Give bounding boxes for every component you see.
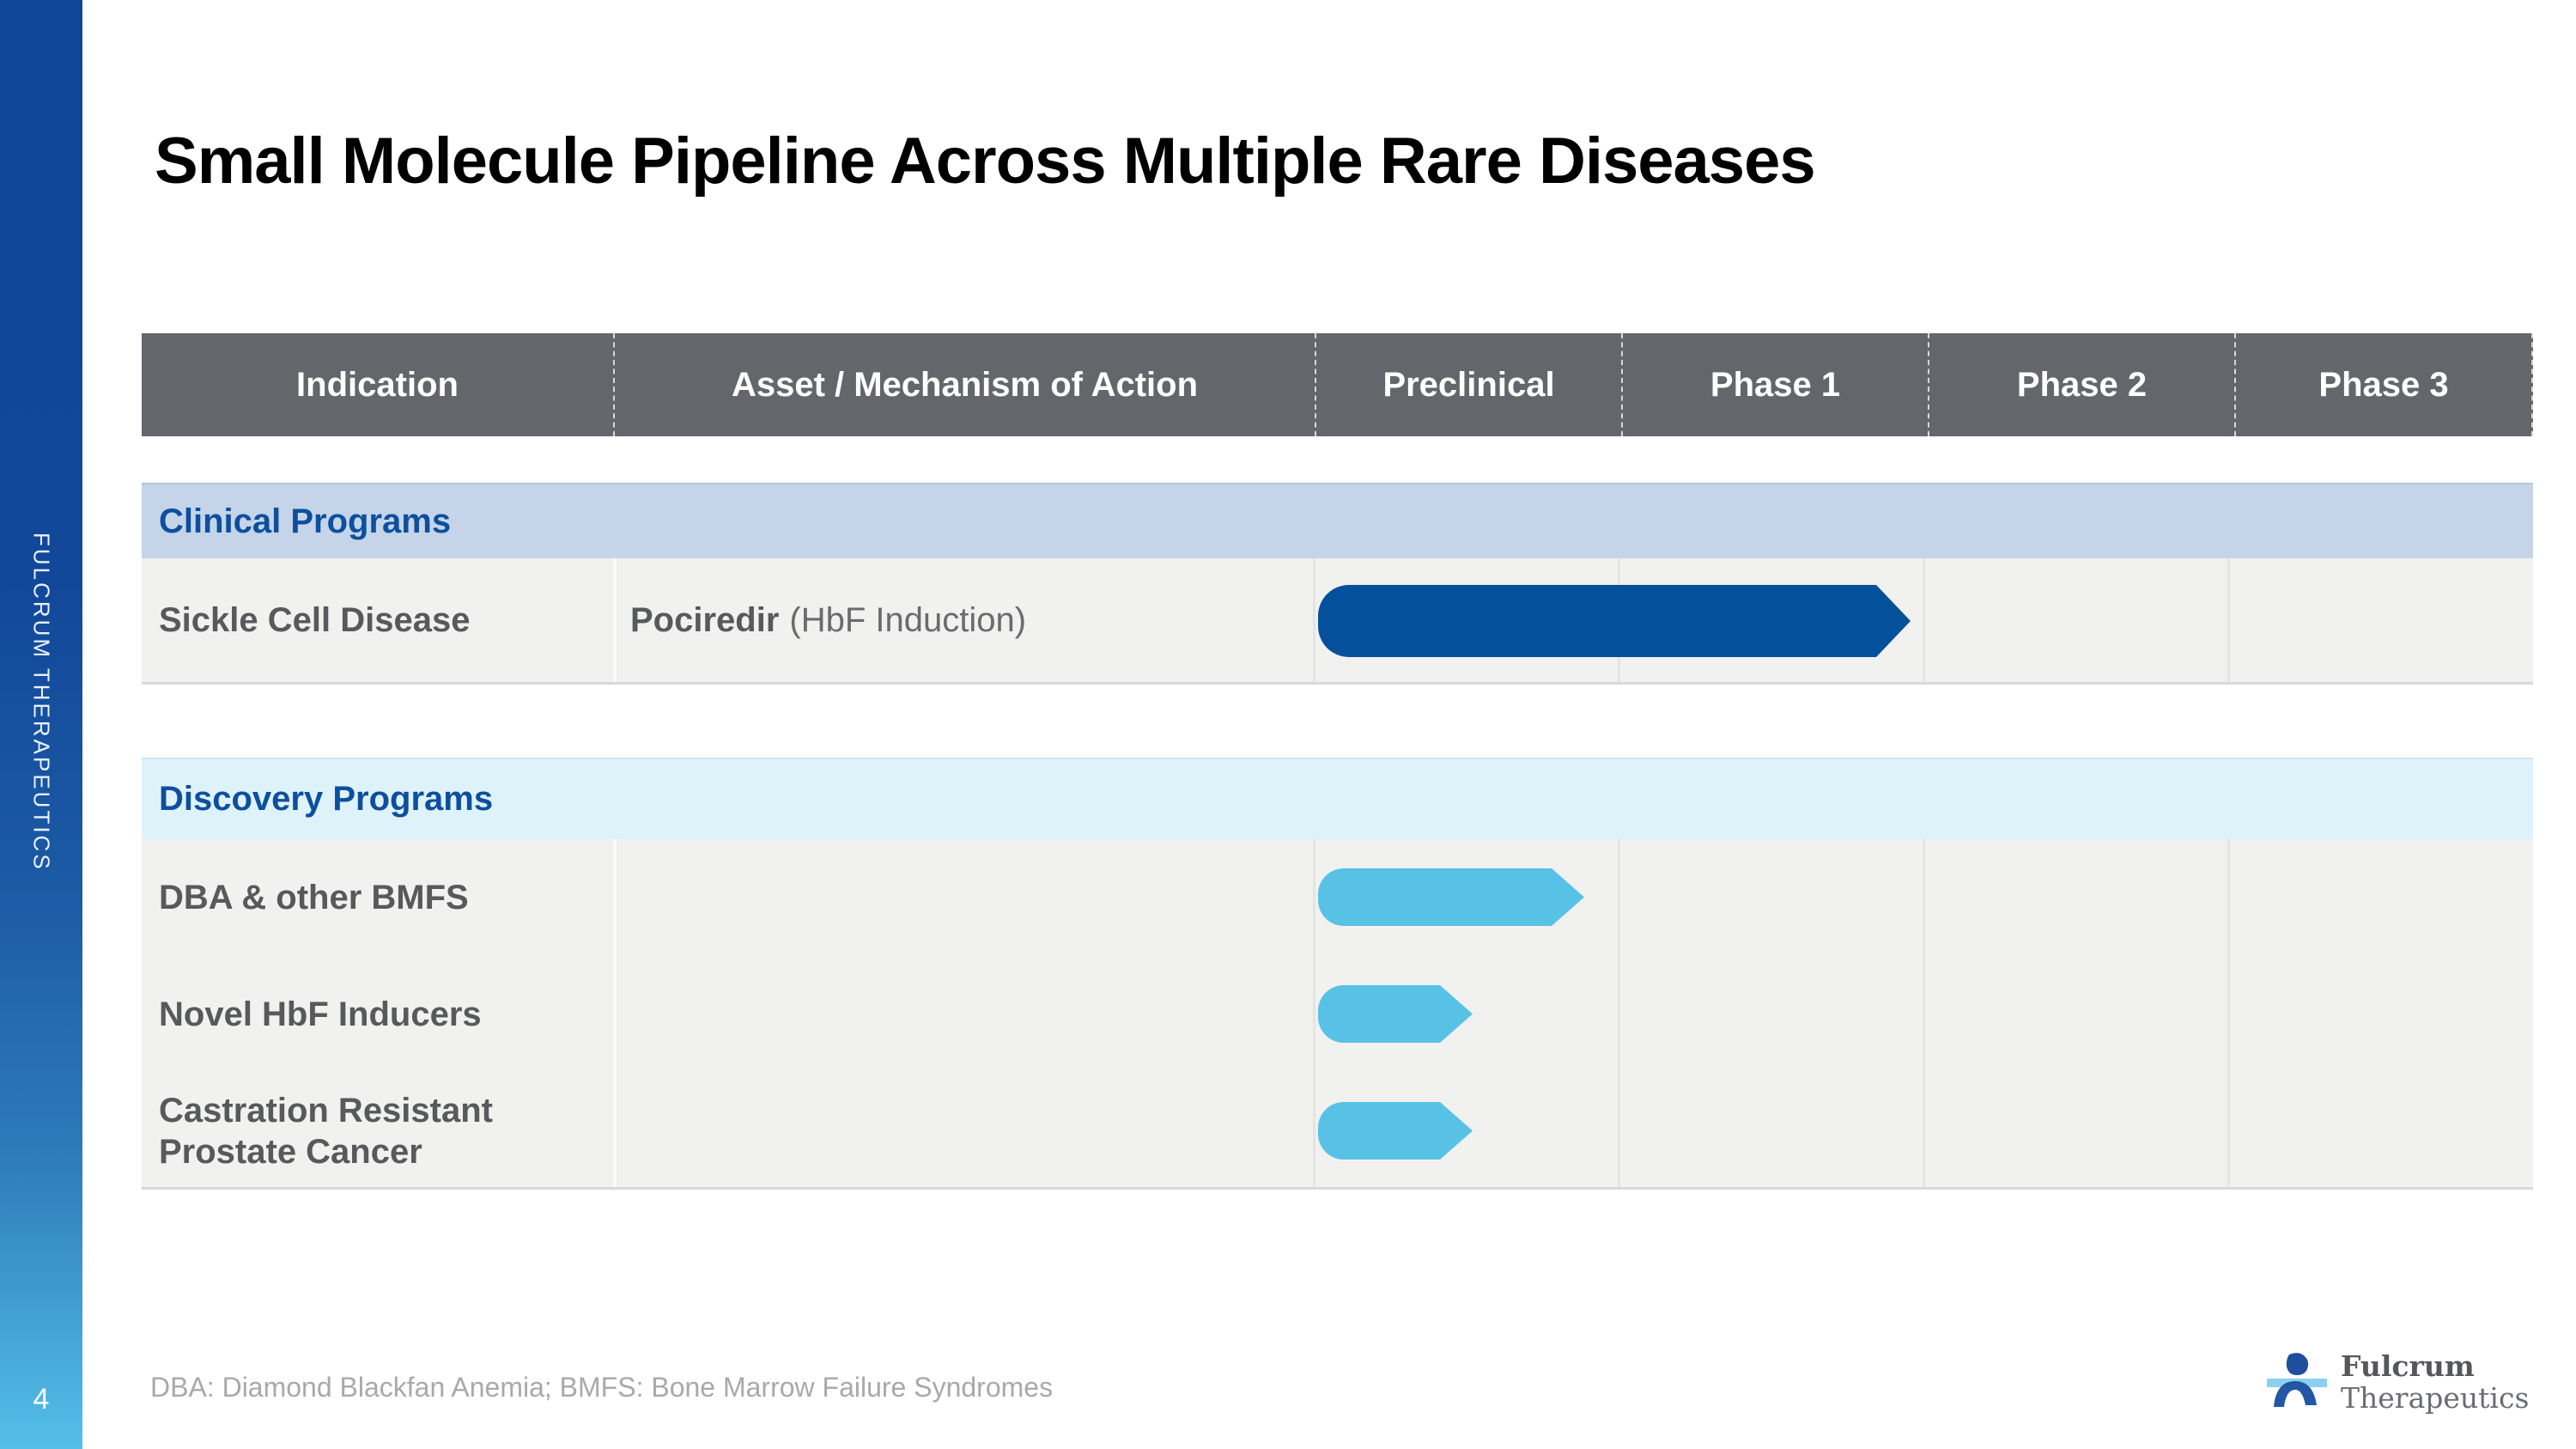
asset-mechanism: (HbF Induction) xyxy=(789,600,1027,639)
column-header-indication: Indication xyxy=(296,365,459,404)
column-divider xyxy=(1923,558,1925,682)
discovery-rows-block: DBA & other BMFS Novel HbF Inducers Cast… xyxy=(142,839,2533,1190)
page-number: 4 xyxy=(33,1383,50,1416)
fulcrum-logo-wordmark: Fulcrum Therapeutics xyxy=(2341,1350,2529,1414)
column-divider xyxy=(1313,558,1315,682)
table-row-novel-hbf: Novel HbF Inducers xyxy=(142,956,2533,1073)
indication-label: Castration Resistant Prostate Cancer xyxy=(159,1092,493,1171)
column-divider xyxy=(2227,839,2230,1187)
section-band-discovery: Discovery Programs xyxy=(142,758,2533,839)
column-header-asset: Asset / Mechanism of Action xyxy=(613,333,1315,436)
column-divider xyxy=(1313,839,1315,1187)
column-header-phase2: Phase 2 xyxy=(1928,333,2234,436)
phase-bar-pociredir xyxy=(1318,585,1911,657)
column-header-phase1: Phase 1 xyxy=(1621,333,1928,436)
column-divider xyxy=(2227,558,2230,682)
table-row-dba-bmfs: DBA & other BMFS xyxy=(142,839,2533,956)
section-title-discovery: Discovery Programs xyxy=(159,780,494,818)
slide-title: Small Molecule Pipeline Across Multiple … xyxy=(155,125,1816,198)
column-divider xyxy=(1923,839,1925,1187)
column-divider xyxy=(613,839,617,1187)
sidebar-vertical-brand-text: FULCRUM THERAPEUTICS xyxy=(28,533,55,872)
fulcrum-logo-icon xyxy=(2267,1352,2327,1413)
section-band-clinical: Clinical Programs xyxy=(142,483,2533,558)
phase-bar-novel-hbf xyxy=(1318,985,1473,1043)
column-divider xyxy=(613,558,617,682)
column-header-preclinical: Preclinical xyxy=(1315,333,1621,436)
phase-bar-dba-bmfs xyxy=(1318,868,1584,926)
table-row-crpc: Castration Resistant Prostate Cancer xyxy=(142,1073,2533,1190)
column-divider xyxy=(1618,839,1620,1187)
asset-name: Pociredir xyxy=(630,600,780,639)
phase-bar-crpc xyxy=(1318,1102,1473,1160)
pipeline-header-row: Indication Asset / Mechanism of Action P… xyxy=(142,333,2533,436)
brand-sidebar: FULCRUM THERAPEUTICS 4 xyxy=(0,0,82,1449)
section-title-clinical: Clinical Programs xyxy=(159,502,452,540)
column-header-phase3: Phase 3 xyxy=(2234,333,2531,436)
asset-label: Pociredir (HbF Induction) xyxy=(630,558,1026,682)
logo-brand-name: Fulcrum xyxy=(2341,1349,2475,1383)
table-row-sickle-cell: Sickle Cell Disease Pociredir (HbF Induc… xyxy=(142,558,2533,685)
fulcrum-logo: Fulcrum Therapeutics xyxy=(2267,1350,2559,1419)
logo-brand-suffix: Therapeutics xyxy=(2341,1381,2530,1415)
indication-label: Sickle Cell Disease xyxy=(159,601,471,639)
indication-label: DBA & other BMFS xyxy=(159,879,469,916)
indication-label: Novel HbF Inducers xyxy=(159,995,482,1033)
footnote: DBA: Diamond Blackfan Anemia; BMFS: Bone… xyxy=(150,1372,1054,1403)
